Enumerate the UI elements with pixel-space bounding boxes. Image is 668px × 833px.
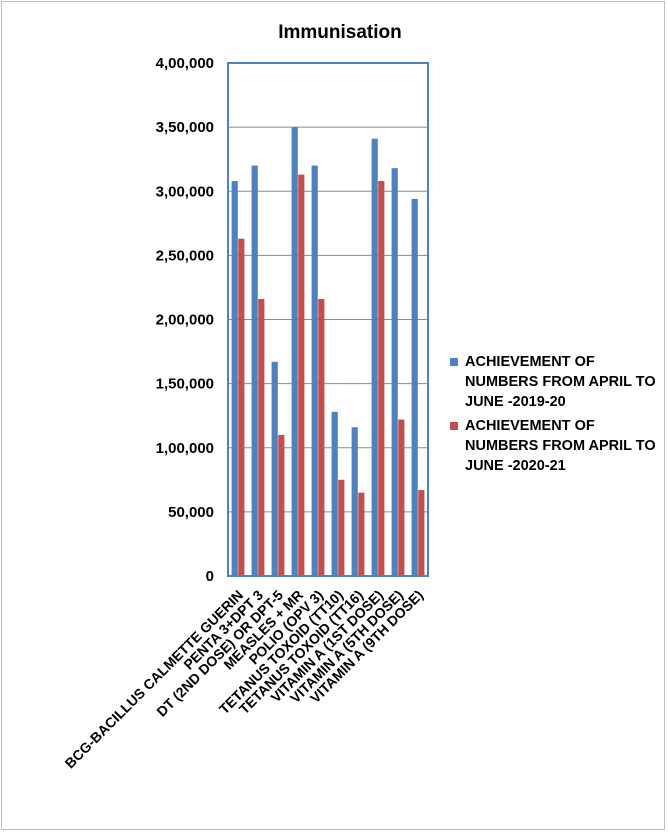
y-tick-label: 50,000 xyxy=(168,504,214,521)
legend-item-2: ACHIEVEMENT OF NUMBERS FROM APRIL TO JUN… xyxy=(448,416,663,476)
bar-series-1 xyxy=(351,427,358,576)
bar-series-2 xyxy=(418,490,425,576)
y-tick-label: 2,50,000 xyxy=(156,247,214,264)
x-tick-label: BCG-BACILLUS CALMETTE GUERIN xyxy=(62,587,247,772)
plot-area-border xyxy=(227,62,429,577)
bar-series-2 xyxy=(318,298,325,576)
legend-swatch xyxy=(450,358,458,366)
chart-title: Immunisation xyxy=(278,22,402,43)
bars xyxy=(231,127,425,577)
bar-series-2 xyxy=(298,174,305,576)
legend-swatch xyxy=(450,422,458,430)
legend-label: ACHIEVEMENT OF NUMBERS FROM APRIL TO JUN… xyxy=(465,418,656,474)
bar-series-2 xyxy=(258,298,265,576)
y-tick-label: 3,50,000 xyxy=(156,119,214,136)
bar-series-1 xyxy=(391,168,398,577)
bar-series-1 xyxy=(331,411,338,576)
y-tick-label: 0 xyxy=(206,568,214,585)
y-tick-label: 3,00,000 xyxy=(156,183,214,200)
bar-series-1 xyxy=(271,361,278,576)
bar-series-1 xyxy=(291,127,298,576)
bar-series-2 xyxy=(378,180,385,577)
legend-label: ACHIEVEMENT OF NUMBERS FROM APRIL TO JUN… xyxy=(465,354,656,410)
bar-series-2 xyxy=(238,238,245,576)
bar-series-2 xyxy=(278,434,285,576)
bar-series-1 xyxy=(231,180,238,577)
bar-series-1 xyxy=(311,165,318,576)
y-tick-label: 1,50,000 xyxy=(156,376,214,393)
bar-series-1 xyxy=(411,198,418,576)
bar-series-1 xyxy=(251,165,258,576)
y-tick-label: 4,00,000 xyxy=(156,55,214,72)
bar-series-1 xyxy=(371,138,378,577)
bar-series-2 xyxy=(358,492,365,576)
y-axis-ticks: 0 50,000 1,00,000 1,50,000 2,00,000 2,50,000 3… xyxy=(156,55,214,585)
y-tick-label: 1,00,000 xyxy=(156,440,214,457)
bar-series-2 xyxy=(398,419,405,576)
bar-series-2 xyxy=(338,479,345,576)
y-tick-label: 2,00,000 xyxy=(156,312,214,329)
legend: ACHIEVEMENT OF NUMBERS FROM APRIL TO JUN… xyxy=(448,352,663,480)
gridlines xyxy=(228,126,428,513)
legend-item-1: ACHIEVEMENT OF NUMBERS FROM APRIL TO JUN… xyxy=(448,352,663,412)
